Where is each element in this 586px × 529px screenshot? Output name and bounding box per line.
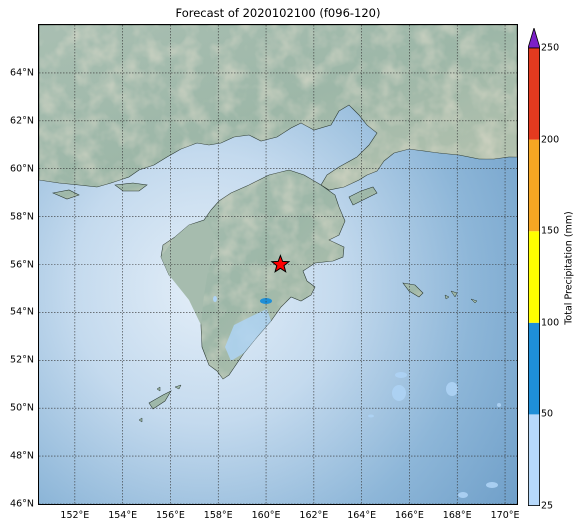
colorbar-tick-label: 25 [541,500,554,512]
map-title: Forecast of 2020102100 (f096-120) [175,6,381,20]
colorbar-title: Total Precipitation (mm) [563,211,575,325]
latitude-tick-label: 48°N [10,450,34,462]
map-canvas [39,25,517,504]
latitude-tick-label: 64°N [10,67,34,79]
latitude-tick-label: 52°N [10,354,34,366]
colorbar-segment [528,414,540,506]
latitude-tick-label: 58°N [10,211,34,223]
colorbar-segment [528,48,540,140]
longitude-tick-label: 166°E [394,510,424,521]
latitude-tick-label: 46°N [10,498,34,510]
longitude-tick-label: 168°E [442,510,472,521]
event-marker[interactable] [270,254,291,273]
longitude-tick-label: 158°E [203,510,233,521]
latitude-tick-label: 60°N [10,163,34,175]
latitude-tick-label: 54°N [10,306,34,318]
land [39,25,517,423]
longitude-tick-label: 160°E [251,510,281,521]
longitude-tick-label: 170°E [490,510,520,521]
colorbar-tick-label: 200 [541,134,560,146]
colorbar-tick-label: 100 [541,317,560,329]
colorbar-segment [528,322,540,415]
longitude-tick-label: 154°E [108,510,138,521]
colorbar [528,28,540,506]
colorbar-outline [528,47,540,506]
colorbar-segment [528,139,540,232]
longitude-tick-label: 162°E [299,510,329,521]
colorbar-tick-label: 150 [541,225,560,237]
longitude-tick-label: 164°E [347,510,377,521]
latitude-tick-label: 56°N [10,259,34,270]
colorbar-extend-triangle [528,28,540,49]
longitude-tick-label: 156°E [155,510,185,521]
star-icon[interactable] [270,254,291,273]
colorbar-tick-label: 250 [541,42,560,54]
colorbar-segment [528,231,540,323]
colorbar-tick-label: 50 [541,408,554,420]
latitude-tick-label: 50°N [10,402,34,414]
latitude-tick-label: 62°N [10,115,34,127]
map-area[interactable] [38,24,518,505]
gridlines [39,25,517,504]
precipitation-overlay [368,372,501,498]
longitude-tick-label: 152°E [60,510,90,521]
